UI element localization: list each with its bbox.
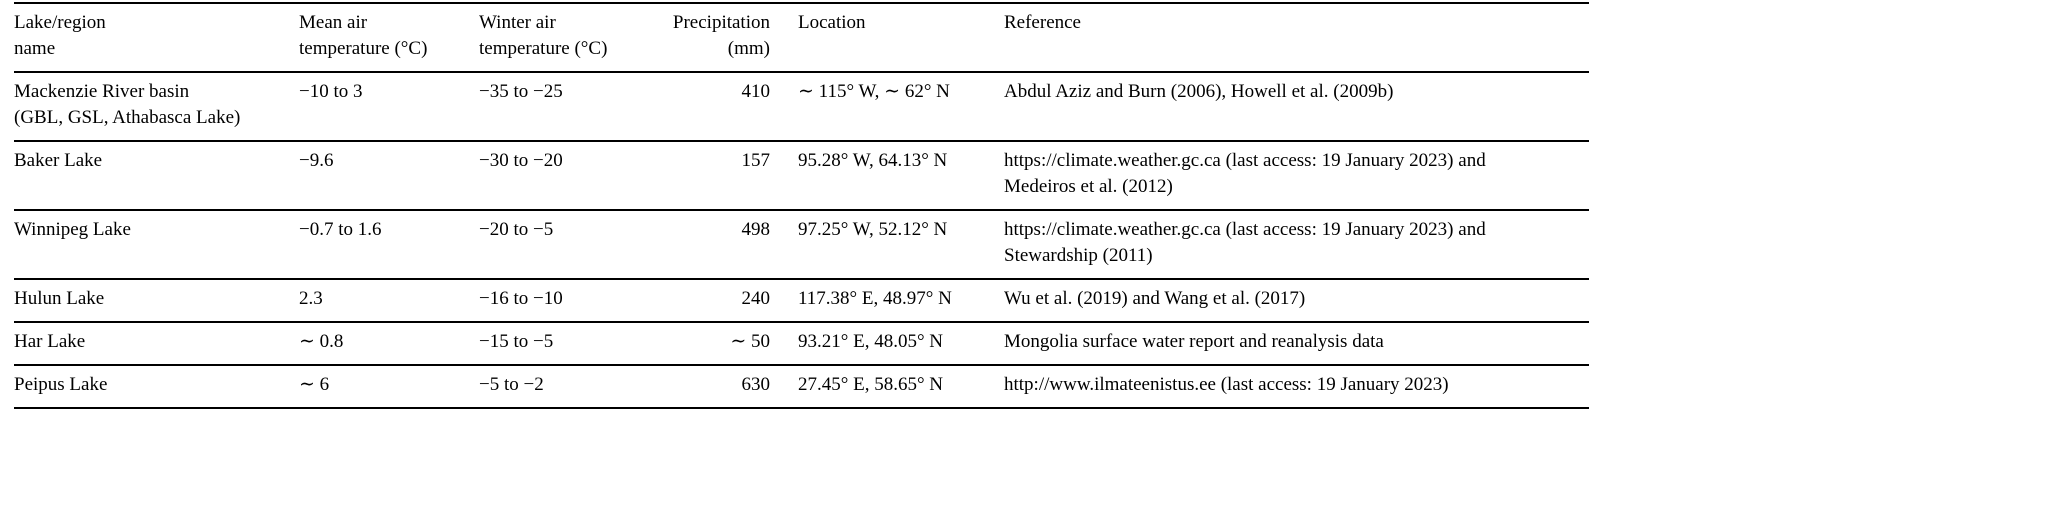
cell-lake-name: Hulun Lake xyxy=(14,279,299,323)
cell-winter-air-temp: −20 to −5 xyxy=(479,210,654,280)
table-row: Mackenzie River basin (GBL, GSL, Athabas… xyxy=(14,72,1589,142)
cell-mean-air-temp: ∼ 0.8 xyxy=(299,322,479,366)
cell-location: 97.25° W, 52.12° N xyxy=(772,210,1004,280)
table-row: Winnipeg Lake −0.7 to 1.6 −20 to −5 498 … xyxy=(14,210,1589,280)
col-header-winter-air-temp: Winter air temperature (°C) xyxy=(479,2,654,73)
cell-winter-air-temp: −16 to −10 xyxy=(479,279,654,323)
cell-mean-air-temp: ∼ 6 xyxy=(299,365,479,409)
cell-winter-air-temp: −15 to −5 xyxy=(479,322,654,366)
col-header-lake-name: Lake/region name xyxy=(14,2,299,73)
cell-reference: Abdul Aziz and Burn (2006), Howell et al… xyxy=(1004,72,1589,142)
cell-lake-name: Baker Lake xyxy=(14,141,299,211)
cell-location: ∼ 115° W, ∼ 62° N xyxy=(772,72,1004,142)
cell-location: 117.38° E, 48.97° N xyxy=(772,279,1004,323)
cell-reference: Wu et al. (2019) and Wang et al. (2017) xyxy=(1004,279,1589,323)
cell-winter-air-temp: −35 to −25 xyxy=(479,72,654,142)
table-row: Peipus Lake ∼ 6 −5 to −2 630 27.45° E, 5… xyxy=(14,365,1589,409)
table-header-row: Lake/region name Mean air temperature (°… xyxy=(14,2,1589,73)
cell-location: 93.21° E, 48.05° N xyxy=(772,322,1004,366)
col-header-precipitation: Precipitation (mm) xyxy=(654,2,772,73)
cell-mean-air-temp: −0.7 to 1.6 xyxy=(299,210,479,280)
cell-lake-name: Winnipeg Lake xyxy=(14,210,299,280)
cell-reference: http://www.ilmateenistus.ee (last access… xyxy=(1004,365,1589,409)
cell-mean-air-temp: −10 to 3 xyxy=(299,72,479,142)
col-header-reference: Reference xyxy=(1004,2,1589,73)
cell-lake-name: Peipus Lake xyxy=(14,365,299,409)
cell-precipitation: 498 xyxy=(654,210,772,280)
lakes-table: Lake/region name Mean air temperature (°… xyxy=(14,2,1589,409)
table-row: Har Lake ∼ 0.8 −15 to −5 ∼ 50 93.21° E, … xyxy=(14,322,1589,366)
cell-winter-air-temp: −30 to −20 xyxy=(479,141,654,211)
cell-location: 27.45° E, 58.65° N xyxy=(772,365,1004,409)
cell-lake-name: Mackenzie River basin (GBL, GSL, Athabas… xyxy=(14,72,299,142)
cell-mean-air-temp: −9.6 xyxy=(299,141,479,211)
cell-reference: https://climate.weather.gc.ca (last acce… xyxy=(1004,210,1589,280)
cell-mean-air-temp: 2.3 xyxy=(299,279,479,323)
col-header-location: Location xyxy=(772,2,1004,73)
table-row: Baker Lake −9.6 −30 to −20 157 95.28° W,… xyxy=(14,141,1589,211)
cell-precipitation: 410 xyxy=(654,72,772,142)
cell-lake-name: Har Lake xyxy=(14,322,299,366)
cell-reference: https://climate.weather.gc.ca (last acce… xyxy=(1004,141,1589,211)
cell-precipitation: ∼ 50 xyxy=(654,322,772,366)
col-header-mean-air-temp: Mean air temperature (°C) xyxy=(299,2,479,73)
table-row: Hulun Lake 2.3 −16 to −10 240 117.38° E,… xyxy=(14,279,1589,323)
cell-precipitation: 240 xyxy=(654,279,772,323)
cell-reference: Mongolia surface water report and reanal… xyxy=(1004,322,1589,366)
cell-location: 95.28° W, 64.13° N xyxy=(772,141,1004,211)
cell-precipitation: 157 xyxy=(654,141,772,211)
cell-winter-air-temp: −5 to −2 xyxy=(479,365,654,409)
cell-precipitation: 630 xyxy=(654,365,772,409)
